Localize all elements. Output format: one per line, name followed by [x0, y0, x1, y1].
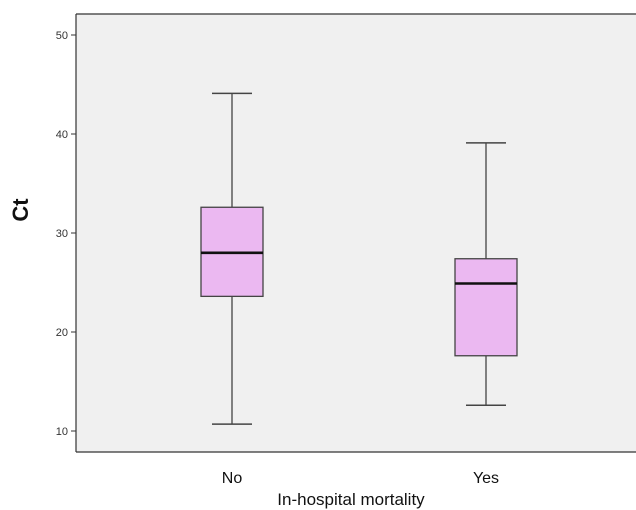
y-tick-label: 20	[56, 327, 68, 339]
x-category-labels: No Yes	[222, 470, 499, 487]
box-body	[454, 258, 518, 357]
x-axis-title: In-hospital mortality	[277, 490, 425, 509]
plot-background	[76, 14, 636, 452]
y-axis: 10 20 30 40 50	[56, 14, 77, 452]
y-tick-label: 10	[56, 426, 68, 438]
x-category-label: No	[222, 470, 243, 487]
x-category-label: Yes	[473, 470, 499, 487]
y-tick-label: 50	[56, 30, 68, 42]
y-tick-label: 40	[56, 129, 68, 141]
boxes	[200, 92, 518, 425]
box-yes	[454, 142, 518, 407]
y-axis-title: Ct	[8, 198, 33, 222]
box-no	[200, 92, 264, 425]
y-tick-label: 30	[56, 228, 68, 240]
y-ticks: 10 20 30 40 50	[56, 30, 76, 438]
